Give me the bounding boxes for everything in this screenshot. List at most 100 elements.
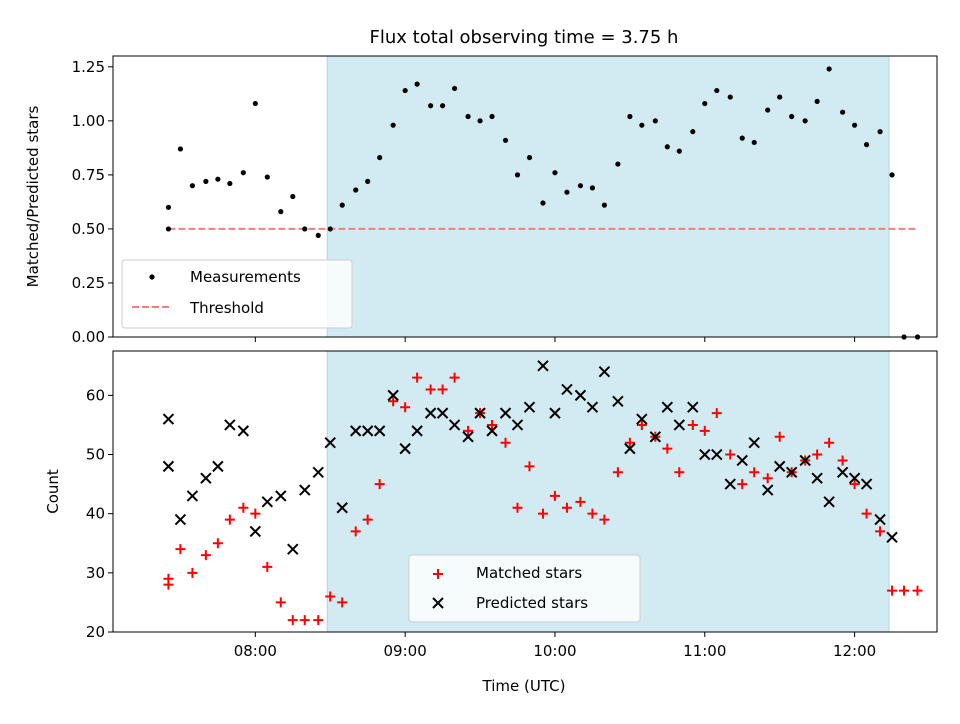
count-plus-point	[200, 550, 211, 561]
count-plus-point	[512, 502, 523, 513]
count-plus-point	[812, 449, 823, 460]
ratio-dot-point	[315, 232, 321, 239]
y-axis-label: Count	[44, 469, 62, 514]
ratio-dot-point	[552, 170, 558, 176]
ratio-dot-point	[339, 202, 345, 208]
count-x-point	[661, 401, 674, 413]
count-x-point	[336, 502, 348, 514]
ratio-dot-point	[353, 187, 359, 193]
ratio-dot-point	[489, 113, 495, 120]
y-tick-label: 40	[86, 505, 105, 523]
count-plus-point	[463, 425, 474, 436]
ratio-dot-point	[765, 107, 771, 113]
count-plus-point	[687, 419, 698, 430]
count-x-point	[287, 543, 299, 555]
count-x-point	[299, 484, 311, 496]
ratio-dot-point	[189, 183, 196, 189]
count-plus-point	[612, 467, 623, 478]
count-x-point	[673, 419, 686, 431]
count-plus-point	[549, 490, 560, 501]
count-x-point	[636, 413, 648, 425]
count-x-point	[586, 401, 599, 413]
count-plus-point	[824, 437, 835, 448]
count-plus-point	[662, 443, 673, 454]
ratio-dot-point	[877, 129, 883, 135]
ratio-dot-point	[627, 113, 633, 120]
ratio-dot-point	[690, 129, 696, 135]
legend-marker-measurements	[149, 274, 155, 280]
legend-label-matched: Matched stars	[476, 564, 582, 582]
ratio-dot-point	[451, 85, 458, 92]
y-tick-label: 1.00	[72, 112, 105, 130]
count-plus-point	[912, 585, 923, 596]
count-plus-point	[163, 579, 174, 590]
count-plus-point	[774, 431, 785, 442]
count-x-point	[162, 460, 175, 473]
count-x-point	[549, 407, 561, 419]
count-x-point	[261, 496, 274, 508]
count-plus-point	[325, 591, 336, 602]
count-plus-point	[487, 419, 498, 430]
ratio-dot-point	[227, 180, 233, 187]
count-plus-point	[837, 455, 848, 466]
count-plus-point	[500, 437, 511, 448]
ratio-dot-point	[802, 118, 808, 124]
ratio-dot-point	[676, 148, 682, 154]
legend: Measurements Threshold	[121, 259, 353, 329]
count-x-point	[649, 431, 662, 443]
count-x-point	[373, 425, 386, 437]
count-plus-point	[400, 402, 411, 413]
ratio-dot-point	[165, 226, 172, 232]
legend-marker-matched	[433, 569, 443, 579]
count-x-point	[511, 419, 524, 431]
count-x-point	[499, 407, 512, 419]
panel-count: 20 30 40 50 60 08:00 09:00 10:00 11:00 12:00 Count…	[44, 350, 938, 660]
ratio-dot-point	[863, 142, 870, 148]
count-plus-point	[699, 425, 710, 436]
count-plus-point	[849, 479, 860, 490]
ratio-dot-point	[365, 178, 371, 184]
observing-interval-shade	[326, 55, 890, 338]
count-plus-point	[299, 615, 310, 626]
count-plus-point	[899, 585, 910, 596]
count-plus-point	[561, 502, 572, 513]
count-x-point	[748, 436, 760, 449]
count-x-point	[848, 472, 861, 484]
ratio-dot-point	[302, 226, 308, 232]
count-x-point	[474, 407, 486, 419]
count-plus-point	[636, 419, 647, 430]
count-plus-point	[887, 585, 898, 596]
count-x-point	[200, 472, 212, 484]
count-x-point	[212, 460, 224, 473]
x-tick-label: 09:00	[384, 642, 427, 660]
count-plus-point	[187, 567, 198, 578]
count-plus-point	[425, 384, 436, 395]
count-plus-point	[362, 514, 373, 525]
legend-box	[121, 259, 353, 329]
count-x-point	[736, 454, 748, 467]
count-plus-point	[337, 597, 348, 608]
ratio-dot-point	[264, 174, 270, 180]
legend-label-threshold: Threshold	[189, 299, 264, 317]
chart-title: Flux total observing time = 3.75 h	[370, 27, 679, 48]
count-x-point	[823, 496, 835, 508]
count-plus-point	[875, 526, 886, 537]
count-plus-point	[524, 461, 535, 472]
legend-marker-predicted	[432, 597, 444, 609]
count-x-point	[860, 478, 873, 490]
ratio-dot-point	[540, 200, 546, 206]
count-x-point	[874, 513, 886, 526]
count-x-point	[711, 448, 723, 461]
ratio-dot-point	[428, 103, 434, 109]
count-plus-point	[437, 384, 448, 395]
count-plus-point	[412, 372, 423, 383]
count-plus-point	[262, 561, 273, 572]
ratio-dot-point	[840, 109, 846, 115]
count-plus-point	[287, 615, 298, 626]
ratio-dot-point	[327, 226, 333, 232]
ratio-dot-point	[664, 144, 670, 150]
x-tick-label: 10:00	[533, 642, 576, 660]
count-x-point	[249, 525, 262, 538]
count-plus-point	[575, 496, 586, 507]
